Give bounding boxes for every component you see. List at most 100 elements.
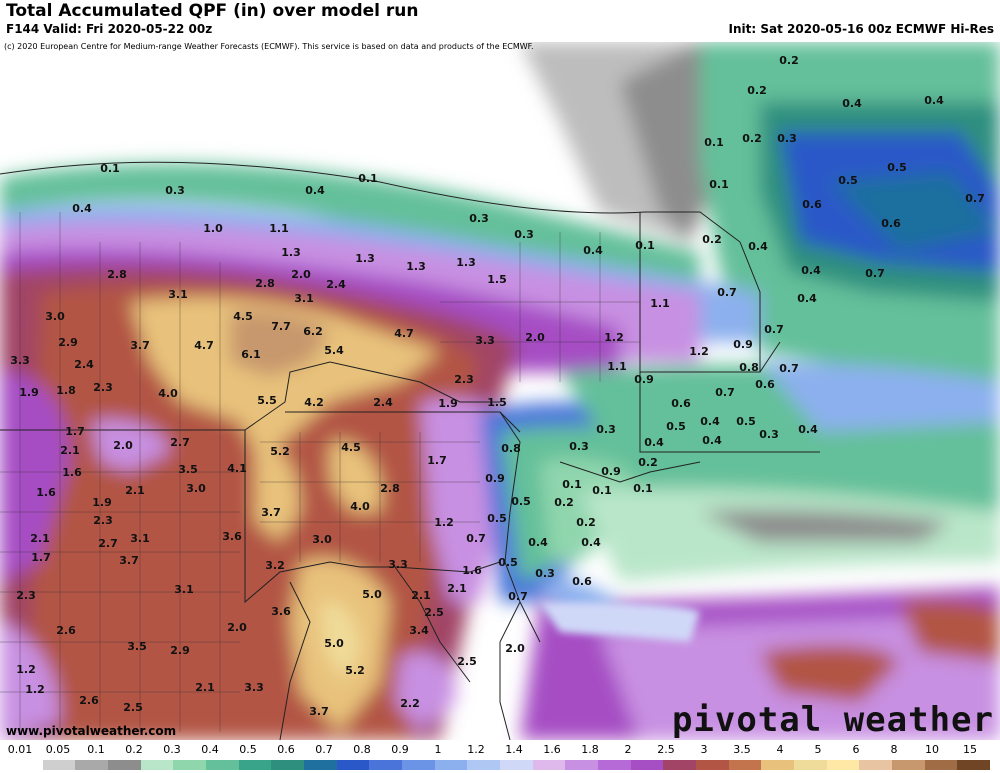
contour-value-label: 2.7	[98, 537, 118, 550]
contour-value-label: 6.2	[303, 325, 323, 338]
contour-value-label: 1.9	[19, 386, 39, 399]
contour-labels: 0.1 0.3 0.4 0.1 0.4 1.0 1.1 0.3 0.3 0.4 0.1 0.2 0.1 0…	[10, 54, 985, 718]
contour-value-label: 5.4	[324, 344, 344, 357]
contour-value-label: 1.3	[355, 252, 375, 265]
contour-value-label: 4.7	[394, 327, 414, 340]
legend-swatch	[565, 760, 599, 770]
contour-value-label: 0.4	[583, 244, 603, 257]
contour-value-label: 0.5	[498, 556, 518, 569]
legend-swatch	[369, 760, 403, 770]
legend-tick-label: 0.01	[7, 743, 33, 756]
contour-value-label: 0.1	[358, 172, 378, 185]
legend-swatch	[761, 760, 795, 770]
contour-value-label: 0.3	[596, 423, 616, 436]
contour-value-label: 1.0	[203, 222, 223, 235]
legend-tick-label: 1.8	[581, 743, 599, 756]
legend-swatch	[826, 760, 860, 770]
contour-value-label: 0.6	[671, 397, 691, 410]
contour-value-label: 0.4	[700, 415, 720, 428]
contour-value-label: 5.2	[270, 445, 290, 458]
legend-tick-label: 0.2	[125, 743, 143, 756]
contour-value-label: 0.5	[736, 415, 756, 428]
contour-value-label: 2.6	[56, 624, 76, 637]
legend-swatch	[238, 760, 272, 770]
legend-swatch	[336, 760, 370, 770]
contour-value-label: 3.1	[130, 532, 150, 545]
contour-value-label: 2.1	[30, 532, 50, 545]
contour-value-label: 2.7	[170, 436, 190, 449]
legend-tick-label: 0.8	[353, 743, 371, 756]
contour-value-label: 0.6	[572, 575, 592, 588]
boundaries	[0, 161, 820, 740]
contour-value-label: 1.1	[269, 222, 289, 235]
contour-value-label: 0.7	[717, 286, 737, 299]
contour-value-label: 2.8	[255, 277, 275, 290]
contour-value-label: 0.3	[777, 132, 797, 145]
legend-swatch	[598, 760, 631, 770]
legend-swatch	[402, 760, 435, 770]
contour-value-label: 2.0	[227, 621, 247, 634]
contour-value-label: 0.1	[633, 482, 653, 495]
contour-value-label: 1.8	[56, 384, 76, 397]
contour-value-label: 4.7	[194, 339, 214, 352]
contour-value-label: 0.2	[779, 54, 799, 67]
contour-value-label: 0.4	[528, 536, 548, 549]
contour-value-label: 0.7	[508, 590, 528, 603]
legend-tick-label: 0.5	[239, 743, 257, 756]
contour-value-label: 0.7	[965, 192, 985, 205]
contour-value-label: 3.3	[475, 334, 495, 347]
valid-time: F144 Valid: Fri 2020-05-22 00z	[6, 22, 213, 36]
contour-value-label: 0.1	[635, 239, 655, 252]
contour-value-label: 0.3	[165, 184, 185, 197]
contour-value-label: 0.9	[634, 373, 654, 386]
contour-value-label: 0.4	[924, 94, 944, 107]
brand-logo: pivotal weather	[671, 700, 994, 740]
legend-tick-label: 3	[700, 743, 708, 756]
contour-value-label: 0.1	[704, 136, 724, 149]
contour-value-label: 2.0	[291, 268, 311, 281]
legend-tick-label: 0.7	[315, 743, 333, 756]
legend-swatch	[75, 760, 109, 770]
contour-value-label: 3.6	[222, 530, 242, 543]
legend-tick-label: 0.3	[163, 743, 181, 756]
legend-tick-label: 1.4	[505, 743, 523, 756]
precip-field	[0, 42, 1000, 740]
header: Total Accumulated QPF (in) over model ru…	[0, 0, 1000, 42]
legend-swatch	[924, 760, 958, 770]
contour-value-label: 7.7	[271, 320, 291, 333]
legend-swatch	[630, 760, 664, 770]
contour-value-label: 0.2	[742, 132, 762, 145]
contour-value-label: 0.5	[487, 512, 507, 525]
contour-value-label: 3.5	[178, 463, 198, 476]
contour-value-label: 0.6	[881, 217, 901, 230]
contour-value-label: 1.7	[427, 454, 447, 467]
contour-value-label: 0.6	[755, 378, 775, 391]
contour-value-label: 3.0	[45, 310, 65, 323]
legend-tick-label: 0.9	[391, 743, 409, 756]
contour-value-label: 3.1	[168, 288, 188, 301]
contour-value-label: 2.8	[107, 268, 127, 281]
contour-value-label: 3.7	[309, 705, 329, 718]
legend-swatch	[42, 760, 76, 770]
contour-value-label: 2.1	[411, 589, 431, 602]
legend-tick-label: 0.6	[277, 743, 295, 756]
legend-tick-label: 3.5	[733, 743, 751, 756]
contour-value-label: 0.2	[747, 84, 767, 97]
map-svg: 0.1 0.3 0.4 0.1 0.4 1.0 1.1 0.3 0.3 0.4 0.1 0.2 0.1 0…	[0, 42, 1000, 740]
precipitation-map[interactable]: 0.1 0.3 0.4 0.1 0.4 1.0 1.1 0.3 0.3 0.4 0.1 0.2 0.1 0…	[0, 42, 1000, 740]
legend-tick-label: 0.1	[87, 743, 105, 756]
legend-labels: 0.01 0.05 0.1 0.2 0.3 0.4 0.5 0.6 0.7 0.8 0.9 1 1.2 1…	[0, 743, 1000, 757]
contour-value-label: 0.2	[638, 456, 658, 469]
legend-swatch	[173, 760, 207, 770]
contour-value-label: 2.1	[60, 444, 80, 457]
coastal-gap	[540, 602, 700, 642]
contour-value-label: 5.0	[324, 637, 344, 650]
legend-tick-label: 8	[890, 743, 898, 756]
contour-value-label: 0.4	[798, 423, 818, 436]
contour-value-label: 0.3	[569, 440, 589, 453]
contour-value-label: 2.6	[79, 694, 99, 707]
contour-value-label: 0.4	[797, 292, 817, 305]
contour-value-label: 0.3	[514, 228, 534, 241]
contour-value-label: 1.9	[92, 496, 112, 509]
legend-swatch	[304, 760, 337, 770]
